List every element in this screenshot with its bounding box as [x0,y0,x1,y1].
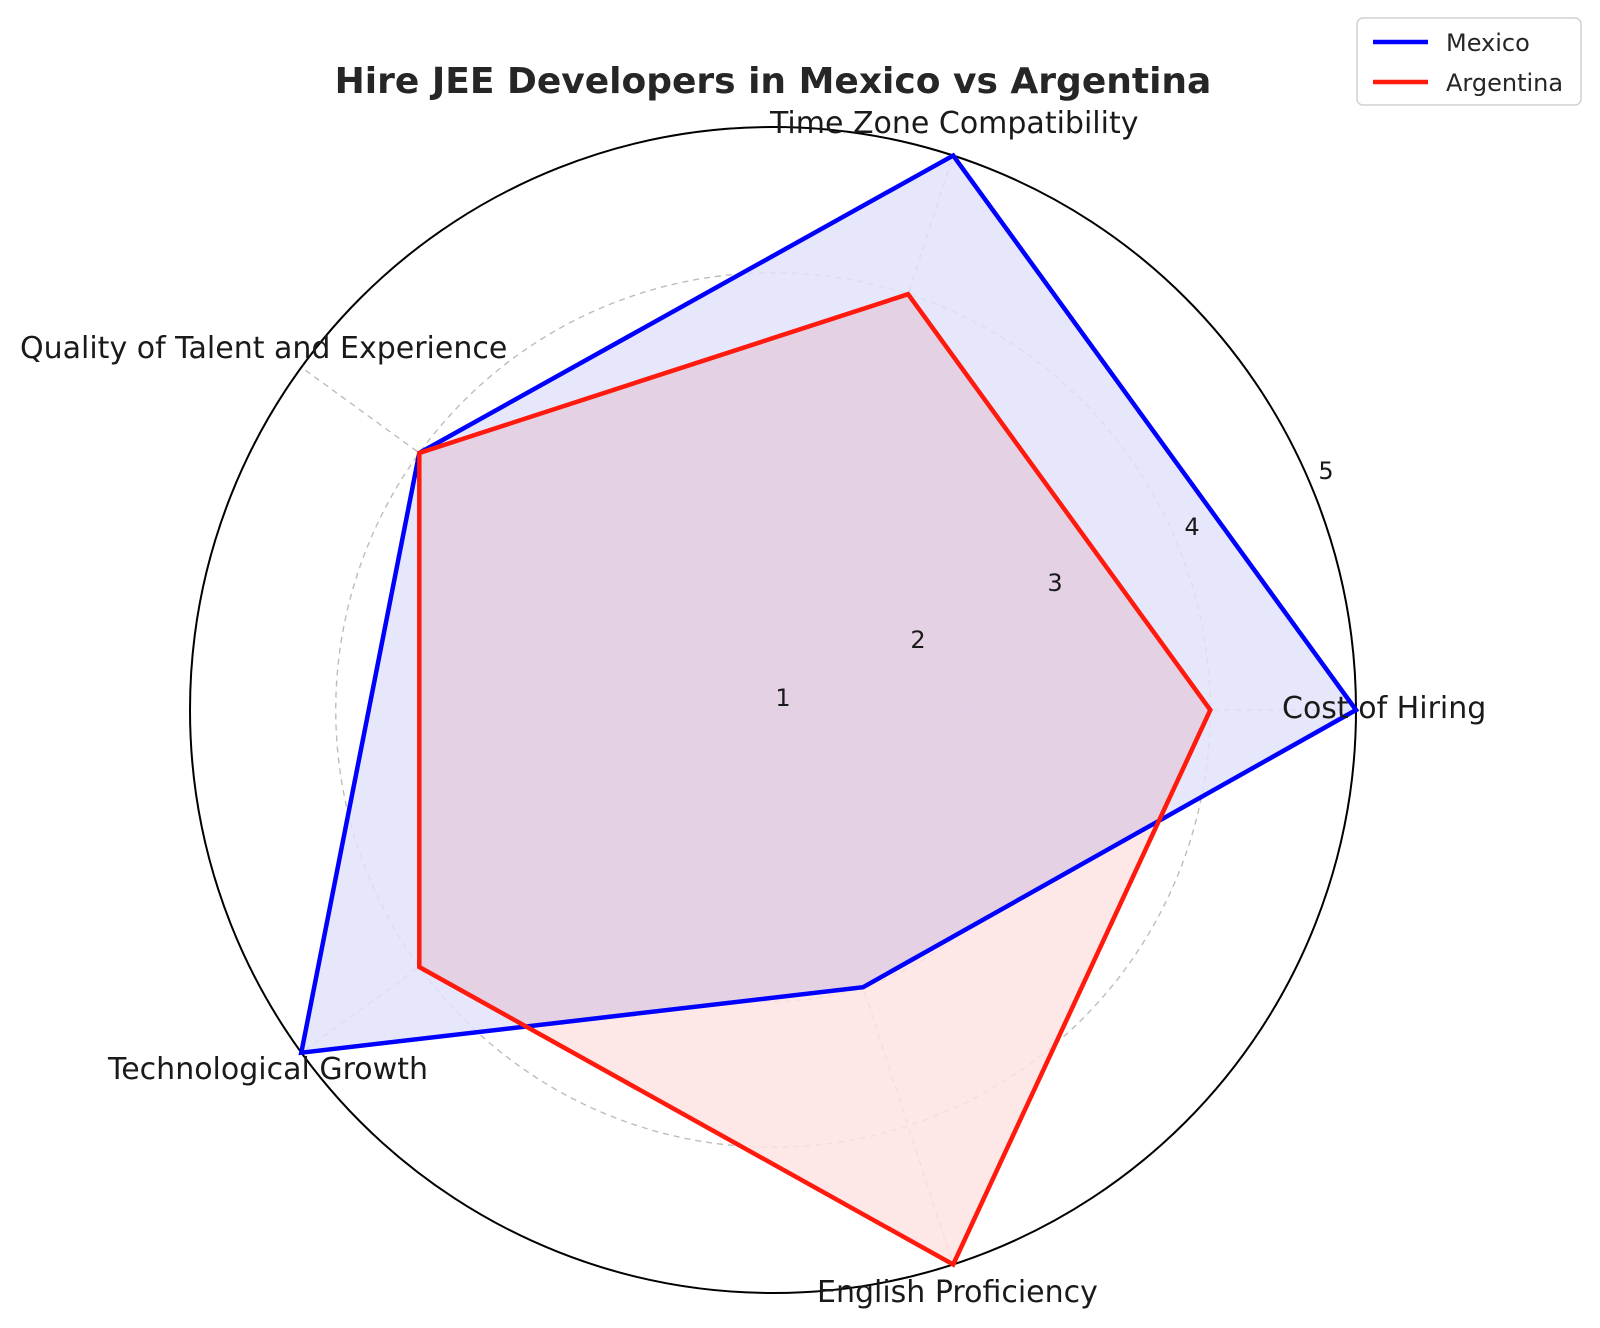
series-line-argentina [417,291,1213,1268]
axis-label-layer: Cost of Hiring Time Zone Compatibility Qua… [20,106,1486,1310]
r-tick-label: 4 [1184,513,1199,541]
category-label: Time Zone Compatibility [769,106,1138,141]
r-tick-label: 5 [1318,457,1333,485]
category-label: Technological Growth [107,1052,428,1087]
series-line-layer [298,152,1360,1268]
chart-title: Hire JEE Developers in Mexico vs Argenti… [335,61,1212,102]
legend-label-mexico: Mexico [1446,29,1530,57]
series-fill-argentina [419,294,1211,1265]
r-tick-label: 2 [910,626,925,654]
series-fill-layer [301,155,1356,1265]
category-label: English Proficiency [817,1275,1098,1310]
r-tick-label: 3 [1047,569,1062,597]
legend: Mexico Argentina [1356,17,1582,106]
category-label: Cost of Hiring [1282,691,1486,726]
tick-label-layer: 1 2 3 4 5 [775,457,1333,712]
series-line-mexico [298,152,1360,1056]
r-tick-label: 1 [775,684,790,712]
legend-label-argentina: Argentina [1446,69,1563,97]
category-label: Quality of Talent and Experience [20,331,507,366]
